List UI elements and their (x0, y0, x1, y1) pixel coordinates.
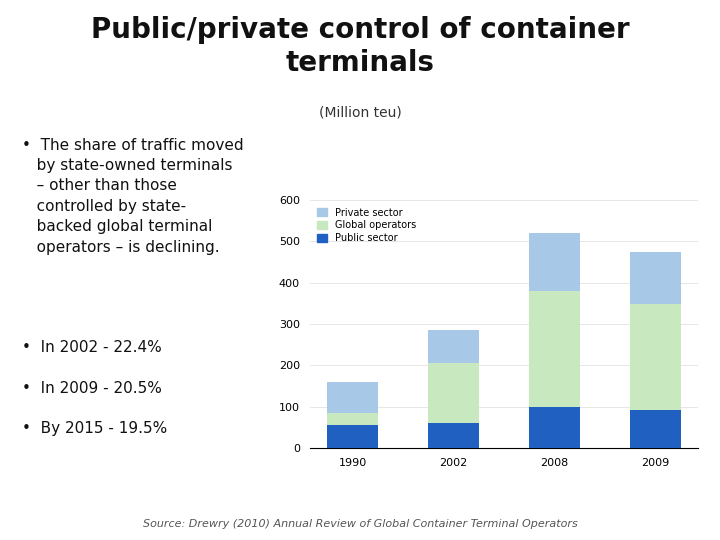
Text: Source: Drewry (2010) Annual Review of Global Container Terminal Operators: Source: Drewry (2010) Annual Review of G… (143, 519, 577, 529)
Text: Public/private control of container
terminals: Public/private control of container term… (91, 16, 629, 77)
Bar (630, 252, 680, 304)
Bar (529, 407, 580, 448)
Text: •  In 2002 - 22.4%: • In 2002 - 22.4% (22, 340, 161, 355)
Bar (428, 330, 479, 363)
Bar (529, 233, 580, 291)
Bar (630, 304, 680, 410)
Bar (328, 413, 378, 426)
Bar (630, 410, 680, 448)
Bar (328, 426, 378, 448)
Bar (328, 382, 378, 413)
Legend: Private sector, Global operators, Public sector: Private sector, Global operators, Public… (315, 205, 419, 246)
Text: (Million teu): (Million teu) (319, 105, 401, 119)
Bar (428, 363, 479, 423)
Text: •  In 2009 - 20.5%: • In 2009 - 20.5% (22, 381, 161, 396)
Text: •  The share of traffic moved
   by state-owned terminals
   – other than those
: • The share of traffic moved by state-ow… (22, 138, 243, 255)
Text: •  By 2015 - 19.5%: • By 2015 - 19.5% (22, 421, 167, 436)
Bar (428, 423, 479, 448)
Bar (529, 291, 580, 407)
